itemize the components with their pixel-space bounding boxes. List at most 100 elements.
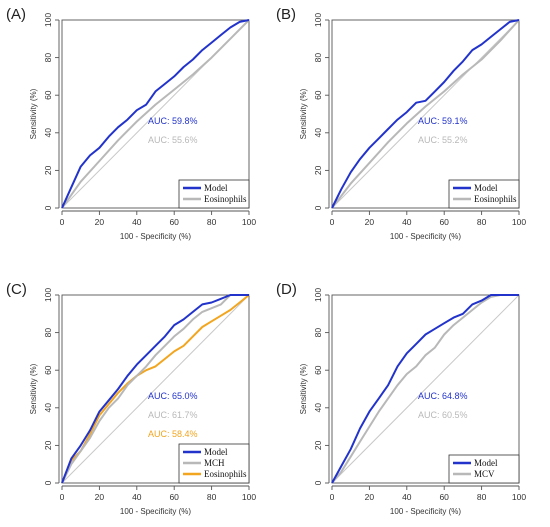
panel-label: (D): [276, 281, 297, 298]
auc-label: AUC: 55.2%: [418, 135, 468, 145]
auc-label: AUC: 59.1%: [418, 116, 468, 126]
x-tick-label: 60: [169, 217, 179, 227]
auc-label: AUC: 60.5%: [418, 410, 468, 420]
x-axis-title: 100 - Specificity (%): [390, 507, 461, 516]
x-tick-label: 100: [512, 492, 526, 502]
series-line-model: [61, 294, 249, 484]
x-tick-label: 80: [477, 217, 487, 227]
x-axis-title: 100 - Specificity (%): [390, 232, 461, 241]
x-tick-label: 0: [60, 217, 65, 227]
auc-label: AUC: 61.7%: [148, 410, 198, 420]
y-tick-label: 80: [43, 328, 53, 338]
reference-diagonal: [331, 294, 520, 484]
legend-box: [178, 179, 250, 209]
x-tick-label: 20: [365, 492, 375, 502]
y-tick-label: 40: [43, 403, 53, 413]
x-tick-label: 80: [207, 217, 217, 227]
y-axis-title: Sensitivity (%): [299, 363, 308, 414]
y-tick-label: 100: [313, 13, 323, 27]
y-axis-title: Sensitivity (%): [29, 88, 38, 139]
series-line-eosinophils: [61, 294, 250, 484]
y-tick-label: 20: [313, 440, 323, 450]
y-tick-label: 0: [313, 480, 323, 485]
y-tick-label: 40: [43, 128, 53, 138]
x-tick-label: 40: [402, 217, 412, 227]
panel-label: (B): [276, 6, 296, 23]
legend-entry: Eosinophils: [474, 194, 517, 204]
auc-label: AUC: 64.8%: [418, 391, 468, 401]
legend-entry: Model: [474, 458, 498, 468]
x-tick-label: 0: [330, 492, 335, 502]
roc-panel: (D) 0 20 40 60 80 100 0 20 40 60 80 100 100 - Specifi…: [276, 281, 526, 516]
plot-frame: [61, 19, 250, 209]
plot-frame: [331, 294, 520, 484]
x-tick-label: 100: [512, 217, 526, 227]
x-tick-label: 20: [365, 217, 375, 227]
series-line-eosinophils: [61, 19, 250, 209]
legend-entry: Model: [204, 183, 228, 193]
plot-frame: [61, 294, 250, 484]
y-tick-label: 80: [313, 328, 323, 338]
y-tick-label: 0: [43, 205, 53, 210]
x-tick-label: 60: [439, 217, 449, 227]
x-tick-label: 100: [242, 217, 256, 227]
y-tick-label: 60: [313, 365, 323, 375]
y-tick-label: 100: [313, 288, 323, 302]
x-tick-label: 0: [60, 492, 65, 502]
legend-box: [448, 454, 520, 484]
series-line-model: [331, 19, 520, 209]
y-tick-label: 40: [313, 403, 323, 413]
y-tick-label: 100: [43, 288, 53, 302]
legend-entry: Eosinophils: [204, 469, 247, 479]
legend-box: [448, 179, 520, 209]
y-tick-label: 40: [313, 128, 323, 138]
series-line-mch: [61, 294, 249, 484]
x-tick-label: 20: [95, 217, 105, 227]
y-tick-label: 0: [43, 480, 53, 485]
x-tick-label: 0: [330, 217, 335, 227]
y-tick-label: 60: [313, 90, 323, 100]
y-tick-label: 80: [313, 53, 323, 63]
x-axis-title: 100 - Specificity (%): [120, 507, 191, 516]
x-tick-label: 60: [439, 492, 449, 502]
x-tick-label: 60: [169, 492, 179, 502]
x-tick-label: 40: [132, 217, 142, 227]
y-axis-title: Sensitivity (%): [29, 363, 38, 414]
panel-label: (C): [6, 281, 27, 298]
legend-entry: Eosinophils: [204, 194, 247, 204]
legend-entry: Model: [474, 183, 498, 193]
auc-label: AUC: 58.4%: [148, 429, 198, 439]
y-axis-title: Sensitivity (%): [299, 88, 308, 139]
plot-frame: [331, 19, 520, 209]
roc-panel: (A) 0 20 40 60 80 100 0 20 40 60 80 100 100 - Specifi…: [6, 6, 256, 241]
y-tick-label: 20: [43, 440, 53, 450]
auc-label: AUC: 65.0%: [148, 391, 198, 401]
x-tick-label: 40: [402, 492, 412, 502]
series-line-mcv: [331, 294, 519, 484]
y-tick-label: 100: [43, 13, 53, 27]
x-tick-label: 40: [132, 492, 142, 502]
y-tick-label: 20: [43, 165, 53, 175]
reference-diagonal: [61, 294, 250, 484]
auc-label: AUC: 59.8%: [148, 116, 198, 126]
series-line-model: [61, 19, 250, 209]
auc-label: AUC: 55.6%: [148, 135, 198, 145]
legend-entry: MCH: [204, 458, 225, 468]
legend-entry: MCV: [474, 469, 495, 479]
series-line-eosinophils: [331, 19, 520, 209]
panel-label: (A): [6, 6, 26, 23]
legend-entry: Model: [204, 447, 228, 457]
y-tick-label: 80: [43, 53, 53, 63]
x-tick-label: 80: [477, 492, 487, 502]
y-tick-label: 20: [313, 165, 323, 175]
y-tick-label: 60: [43, 365, 53, 375]
series-line-model: [331, 294, 519, 484]
x-tick-label: 20: [95, 492, 105, 502]
reference-diagonal: [331, 19, 520, 209]
roc-panel: (C) 0 20 40 60 80 100 0 20 40 60 80 100 100 - Specifi…: [6, 281, 256, 516]
